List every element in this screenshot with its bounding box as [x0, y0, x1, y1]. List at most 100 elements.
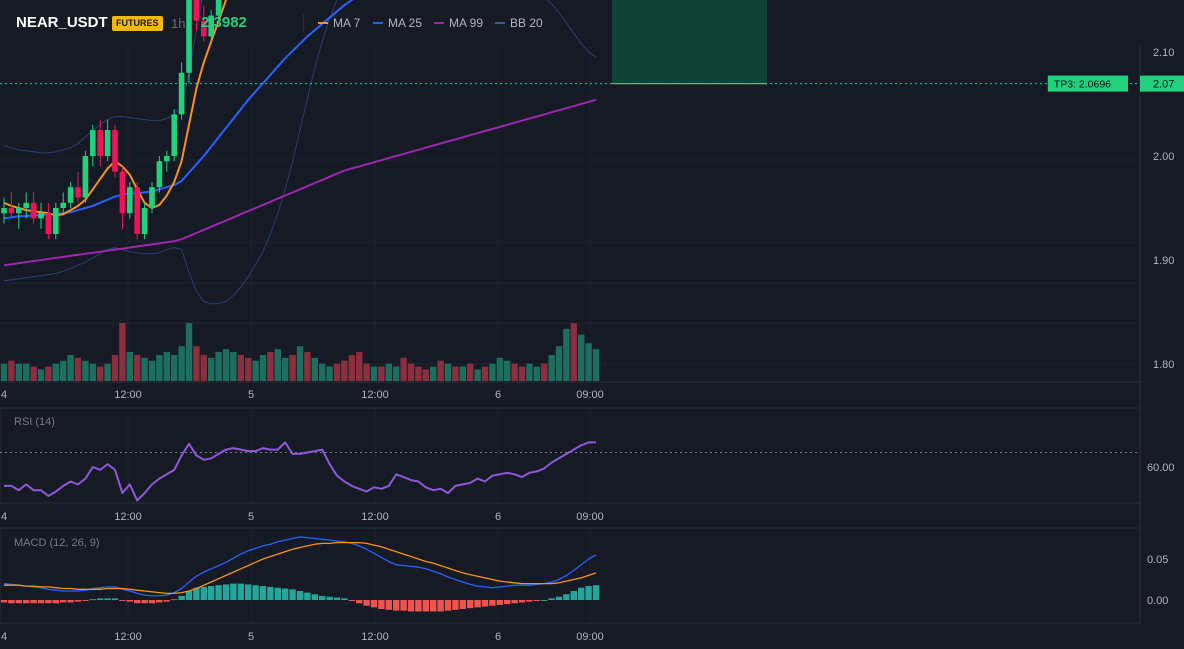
volume-bar — [282, 357, 289, 381]
volume-bar — [400, 357, 407, 381]
legend-bb20[interactable]: BB 20 — [495, 16, 543, 30]
ma7-swatch — [318, 21, 328, 24]
macd-histogram-bar — [385, 600, 392, 610]
volume-bar — [430, 366, 437, 381]
macd-histogram-bar — [163, 600, 170, 602]
legend-ma7-label: MA 7 — [333, 16, 361, 30]
grid-lines — [0, 46, 1140, 622]
macd-histogram-bar — [393, 600, 400, 611]
volume-bar — [156, 354, 163, 381]
volume-bar — [37, 369, 45, 381]
macd-axis-label: 0.05 — [1147, 554, 1168, 566]
macd-histogram-bar — [282, 588, 289, 600]
volume-bar — [511, 363, 518, 381]
bb-lower-line — [3, 0, 597, 305]
macd-histogram-bar — [304, 592, 311, 600]
time-axis-label: 5 — [248, 631, 254, 643]
candle-body — [30, 202, 37, 219]
macd-histogram-bar — [60, 600, 67, 603]
volume-bar — [422, 369, 429, 381]
volume-bars — [0, 323, 600, 381]
macd-histogram-bar — [67, 600, 74, 603]
legend-ma25[interactable]: MA 25 — [373, 16, 422, 30]
volume-bar — [296, 346, 304, 381]
volume-bar — [415, 366, 422, 381]
candle-body — [215, 0, 222, 16]
time-axis-label: 12:00 — [114, 511, 142, 523]
time-axis-label: 12:00 — [361, 631, 389, 643]
macd-histogram-bar — [208, 586, 215, 600]
volume-bar — [452, 366, 459, 381]
header-separator — [303, 14, 304, 32]
macd-histogram-bar — [585, 586, 592, 600]
volume-bar — [126, 352, 133, 381]
price-axis-label: 2.00 — [1153, 151, 1174, 163]
volume-bar — [474, 369, 481, 381]
volume-bar — [304, 352, 311, 381]
tp3-tag-label: TP3: 2.0696 — [1054, 79, 1111, 91]
macd-histogram-bar — [222, 584, 230, 600]
macd-histogram-bar — [200, 586, 207, 600]
tp3-axis-tag — [1140, 75, 1184, 92]
volume-bar — [89, 363, 96, 381]
volume-bar — [163, 352, 170, 381]
macd-title: MACD (12, 26, 9) — [14, 537, 100, 549]
moving-averages — [3, 0, 597, 267]
legend-ma25-label: MA 25 — [388, 16, 423, 30]
volume-bar — [348, 354, 355, 381]
macd-histogram-bar — [518, 600, 526, 603]
volume-bar — [0, 363, 8, 381]
volume-bar — [555, 346, 563, 381]
volume-bar — [74, 357, 82, 381]
volume-bar — [52, 363, 59, 381]
rsi-title: RSI (14) — [14, 416, 55, 428]
last-price: 2.3982 — [201, 14, 247, 31]
time-axis-label: 09:00 — [576, 511, 604, 523]
volume-bar — [504, 360, 511, 381]
legend-ma7[interactable]: MA 7 — [318, 16, 360, 30]
volume-bar — [356, 352, 363, 381]
macd-histogram-bar — [348, 600, 355, 601]
candle-body — [104, 130, 111, 156]
macd-histogram-bar — [319, 595, 326, 600]
volume-bar — [563, 328, 570, 381]
candle-body — [8, 208, 15, 214]
profit-zone — [612, 0, 767, 84]
tp3-tag — [1047, 75, 1128, 92]
timeframe-label[interactable]: 1h — [171, 16, 186, 31]
macd-histogram-bar — [15, 600, 22, 604]
volume-bar — [489, 363, 496, 381]
chart-header: NEAR_USDT FUTURES 1h 2.3982 MA 7 MA 25 M… — [0, 0, 1184, 46]
candle-body — [97, 130, 103, 156]
macd-histogram-bar — [311, 594, 318, 600]
legend-ma99[interactable]: MA 99 — [434, 16, 483, 30]
volume-bar — [333, 363, 341, 381]
bb-upper-line — [3, 0, 203, 154]
volume-bar — [171, 354, 178, 381]
volume-bar — [193, 346, 200, 381]
volume-bar — [111, 354, 119, 381]
candle-body — [193, 0, 200, 21]
macd-histogram-bar — [467, 600, 474, 609]
price-tags: SL: 2.56122.56ENTRY: 2.39732.40TP1: 2.27… — [1047, 75, 1184, 92]
volume-bar — [459, 366, 466, 381]
volume-bar — [252, 360, 259, 381]
candle-body — [75, 187, 81, 198]
macd-histogram-bar — [356, 600, 363, 604]
price-axis-label: 1.90 — [1153, 255, 1174, 267]
volume-bar — [578, 334, 585, 381]
candle-body — [156, 161, 163, 188]
price-axis-label: 2.10 — [1153, 47, 1174, 59]
ma99-swatch — [434, 21, 444, 24]
candle-body — [53, 208, 59, 234]
macd-histogram-bar — [89, 599, 96, 601]
symbol-name[interactable]: NEAR_USDT — [16, 14, 108, 31]
macd-histogram-bar — [363, 600, 370, 606]
volume-bar — [326, 366, 333, 381]
macd-panel: MACD (12, 26, 9) 0.05 0.00 — [0, 536, 1168, 612]
volume-bar — [341, 360, 348, 381]
candle-body — [134, 187, 140, 234]
candle-body — [201, 20, 207, 37]
